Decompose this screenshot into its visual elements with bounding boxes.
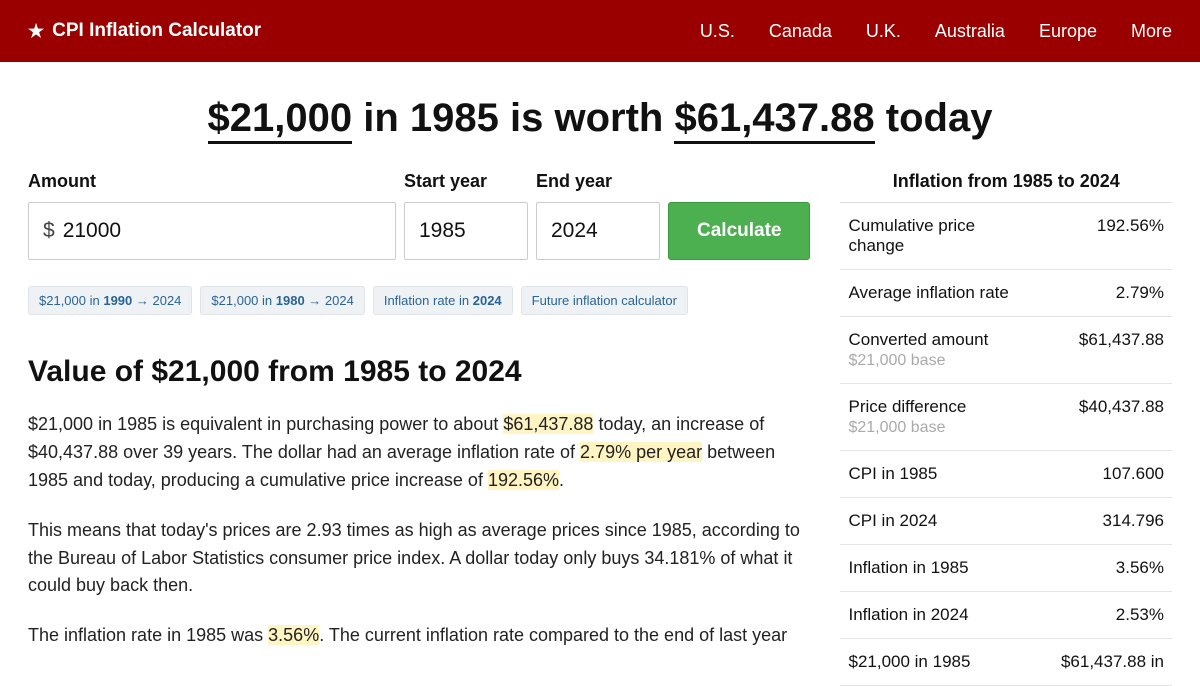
sidebar-row-value: 314.796 bbox=[1034, 511, 1164, 531]
title-amount-from: $21,000 bbox=[208, 96, 353, 144]
highlight-value: $61,437.88 bbox=[503, 414, 593, 434]
main-column: Amount $ 21000 Start year 1985 End year … bbox=[28, 171, 810, 686]
sidebar-row: Cumulative price change192.56% bbox=[840, 203, 1172, 270]
sidebar-row-value: $61,437.88 bbox=[1034, 330, 1164, 370]
sidebar-title: Inflation from 1985 to 2024 bbox=[840, 171, 1172, 203]
calculator-form: Amount $ 21000 Start year 1985 End year … bbox=[28, 171, 810, 260]
sidebar-row-value: 3.56% bbox=[1034, 558, 1164, 578]
logo-text: CPI Inflation Calculator bbox=[52, 20, 261, 42]
amount-input[interactable]: $ 21000 bbox=[28, 202, 396, 260]
header-bar: ★ CPI Inflation Calculator U.S. Canada U… bbox=[0, 0, 1200, 62]
start-year-input[interactable]: 1985 bbox=[404, 202, 528, 260]
nav-us[interactable]: U.S. bbox=[700, 21, 735, 42]
dollar-icon: $ bbox=[43, 219, 55, 243]
nav-menu: U.S. Canada U.K. Australia Europe More bbox=[700, 21, 1172, 42]
highlight-rate: 2.79% per year bbox=[580, 442, 702, 462]
sidebar-table: Cumulative price change192.56%Average in… bbox=[840, 203, 1172, 686]
section-title: Value of $21,000 from 1985 to 2024 bbox=[28, 355, 810, 389]
nav-more[interactable]: More bbox=[1131, 21, 1172, 42]
sidebar-row: Inflation in 20242.53% bbox=[840, 592, 1172, 639]
sidebar-row-value: 192.56% bbox=[1034, 216, 1164, 256]
chip-future[interactable]: Future inflation calculator bbox=[521, 286, 688, 315]
sidebar-row-label: CPI in 1985 bbox=[848, 464, 1034, 484]
sidebar-row-label: Price difference$21,000 base bbox=[848, 397, 1034, 437]
sidebar-row-sublabel: $21,000 base bbox=[848, 419, 1034, 437]
sidebar-row-label: Inflation in 2024 bbox=[848, 605, 1034, 625]
end-year-label: End year bbox=[536, 171, 660, 192]
nav-uk[interactable]: U.K. bbox=[866, 21, 901, 42]
sidebar-row-label: Cumulative price change bbox=[848, 216, 1034, 256]
sidebar-row-value: 107.600 bbox=[1034, 464, 1164, 484]
nav-australia[interactable]: Australia bbox=[935, 21, 1005, 42]
content-area: Amount $ 21000 Start year 1985 End year … bbox=[0, 171, 1200, 686]
sidebar-row-label: Converted amount$21,000 base bbox=[848, 330, 1034, 370]
amount-label: Amount bbox=[28, 171, 396, 192]
related-chips: $21,000 in 1990 → 2024 $21,000 in 1980 →… bbox=[28, 286, 810, 315]
chip-1980[interactable]: $21,000 in 1980 → 2024 bbox=[200, 286, 364, 315]
nav-europe[interactable]: Europe bbox=[1039, 21, 1097, 42]
highlight-cumulative: 192.56% bbox=[488, 470, 559, 490]
sidebar-row: $21,000 in 1985$61,437.88 in bbox=[840, 639, 1172, 686]
sidebar-row: Price difference$21,000 base$40,437.88 bbox=[840, 384, 1172, 451]
paragraph-2: This means that today's prices are 2.93 … bbox=[28, 517, 810, 601]
sidebar-row: Average inflation rate2.79% bbox=[840, 270, 1172, 317]
sidebar-row-label: $21,000 in 1985 bbox=[848, 652, 1034, 672]
paragraph-1: $21,000 in 1985 is equivalent in purchas… bbox=[28, 411, 810, 495]
paragraph-3: The inflation rate in 1985 was 3.56%. Th… bbox=[28, 622, 810, 650]
calculate-button[interactable]: Calculate bbox=[668, 202, 810, 260]
sidebar: Inflation from 1985 to 2024 Cumulative p… bbox=[840, 171, 1172, 686]
sidebar-row: Inflation in 19853.56% bbox=[840, 545, 1172, 592]
sidebar-row-value: $40,437.88 bbox=[1034, 397, 1164, 437]
sidebar-row: Converted amount$21,000 base$61,437.88 bbox=[840, 317, 1172, 384]
end-year-input[interactable]: 2024 bbox=[536, 202, 660, 260]
star-icon: ★ bbox=[28, 21, 44, 42]
start-year-label: Start year bbox=[404, 171, 528, 192]
title-amount-to: $61,437.88 bbox=[674, 96, 874, 144]
amount-value: 21000 bbox=[63, 219, 121, 243]
page-title: $21,000 in 1985 is worth $61,437.88 toda… bbox=[0, 96, 1200, 141]
site-logo[interactable]: ★ CPI Inflation Calculator bbox=[28, 20, 261, 42]
sidebar-row-label: Average inflation rate bbox=[848, 283, 1034, 303]
sidebar-row-value: 2.79% bbox=[1034, 283, 1164, 303]
chip-1990[interactable]: $21,000 in 1990 → 2024 bbox=[28, 286, 192, 315]
highlight-1985-rate: 3.56% bbox=[268, 625, 319, 645]
sidebar-row-sublabel: $21,000 base bbox=[848, 352, 1034, 370]
sidebar-row: CPI in 2024314.796 bbox=[840, 498, 1172, 545]
sidebar-row-value: $61,437.88 in bbox=[1034, 652, 1164, 672]
sidebar-row: CPI in 1985107.600 bbox=[840, 451, 1172, 498]
chip-rate-2024[interactable]: Inflation rate in 2024 bbox=[373, 286, 513, 315]
sidebar-row-label: Inflation in 1985 bbox=[848, 558, 1034, 578]
sidebar-row-label: CPI in 2024 bbox=[848, 511, 1034, 531]
nav-canada[interactable]: Canada bbox=[769, 21, 832, 42]
sidebar-row-value: 2.53% bbox=[1034, 605, 1164, 625]
